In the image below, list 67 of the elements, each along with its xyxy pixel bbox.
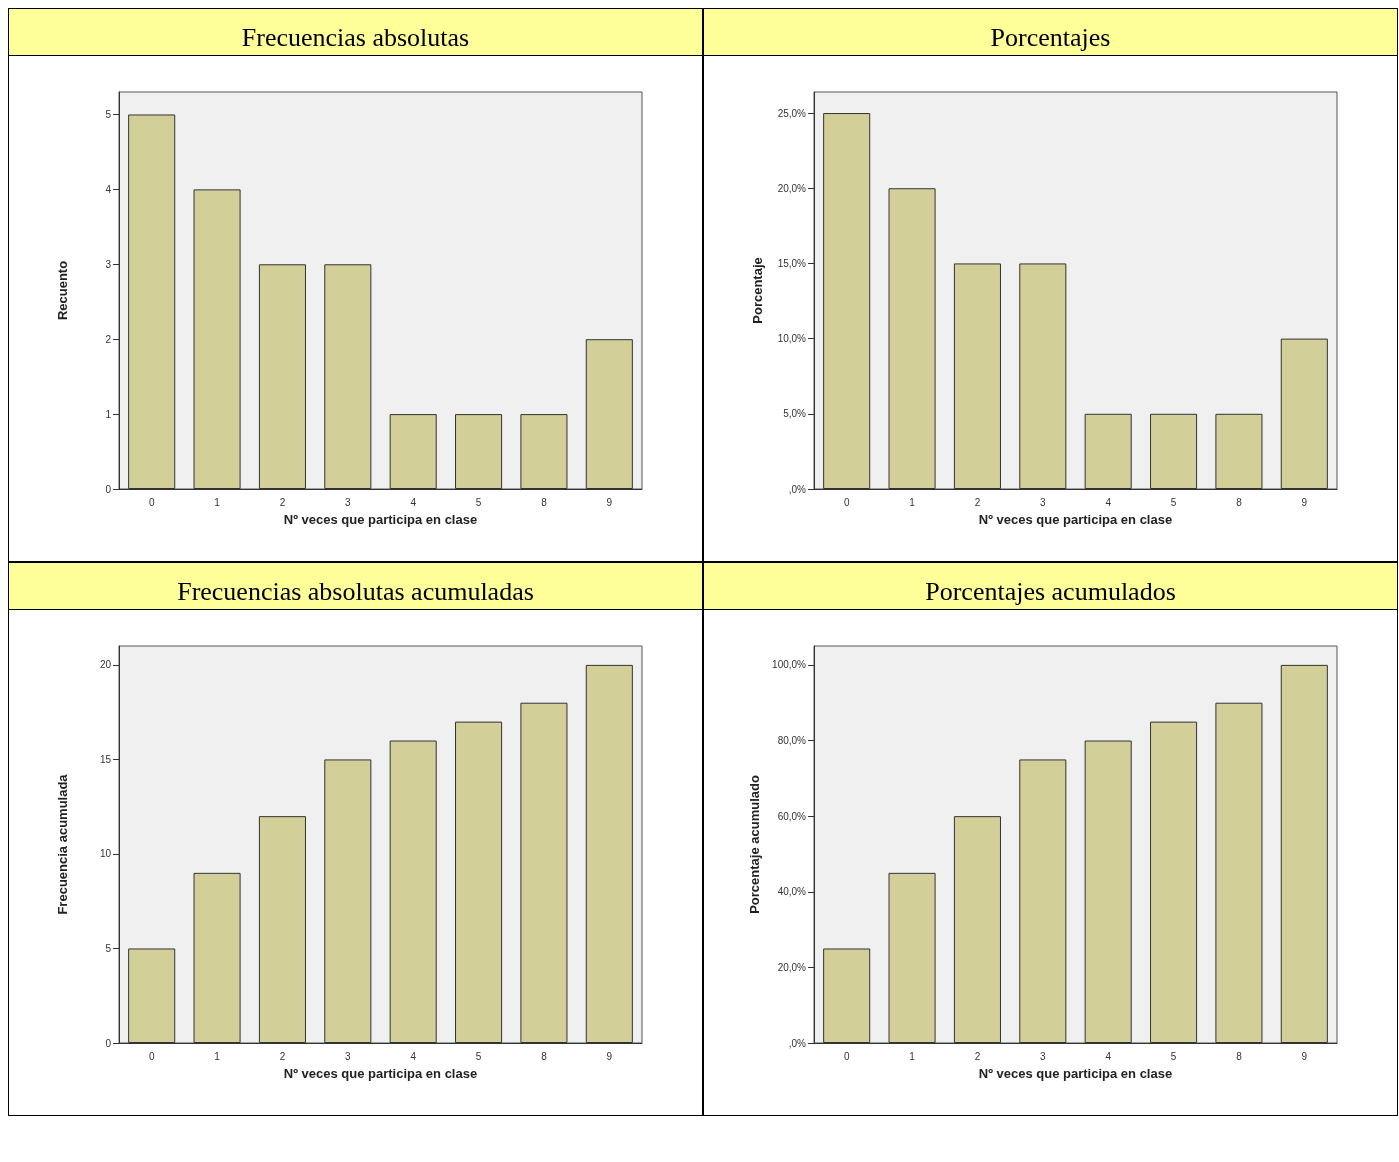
x-tick-label: 8 (541, 1050, 548, 1062)
x-tick-label: 4 (410, 496, 417, 508)
x-tick-label: 5 (475, 1050, 482, 1062)
y-tick-label: 100,0% (772, 659, 807, 671)
y-tick-label: 5 (105, 942, 112, 954)
y-tick-label: ,0% (788, 1037, 807, 1049)
x-tick-label: 9 (606, 496, 613, 508)
x-tick-label: 0 (148, 496, 155, 508)
y-tick-label: 40,0% (777, 886, 807, 898)
x-tick-label: 4 (1105, 496, 1112, 508)
y-tick-label: 10 (99, 848, 112, 860)
x-tick-label: 9 (606, 1050, 613, 1062)
y-tick-label: 3 (105, 258, 112, 270)
x-tick-label: 1 (909, 1050, 916, 1062)
x-tick-label: 2 (974, 496, 981, 508)
y-tick-label: 4 (105, 183, 112, 195)
x-axis-title: Nº veces que participa en clase (283, 1066, 478, 1081)
x-tick-label: 4 (1105, 1050, 1112, 1062)
y-tick-label: 1 (105, 408, 112, 420)
x-tick-label: 0 (843, 1050, 850, 1062)
x-tick-label: 2 (974, 1050, 981, 1062)
y-tick-label: 15 (99, 753, 112, 765)
x-tick-label: 2 (279, 1050, 286, 1062)
y-tick-label: 5,0% (783, 408, 807, 420)
x-tick-label: 8 (1236, 1050, 1243, 1062)
chart-title: Frecuencias absolutas (9, 9, 702, 56)
y-tick-label: 20 (99, 659, 112, 671)
x-tick-label: 3 (345, 1050, 352, 1062)
y-tick-label: 0 (105, 483, 112, 495)
x-axis-title: Nº veces que participa en clase (283, 512, 478, 527)
x-tick-label: 5 (475, 496, 482, 508)
x-tick-label: 3 (1040, 1050, 1047, 1062)
x-tick-label: 9 (1301, 1050, 1308, 1062)
y-tick-label: 20,0% (777, 182, 807, 194)
y-tick-label: 2 (105, 333, 112, 345)
y-tick-label: 0 (105, 1037, 112, 1049)
x-tick-label: 2 (279, 496, 286, 508)
x-tick-label: 9 (1301, 496, 1308, 508)
y-axis-title: Recuento (55, 260, 70, 321)
x-tick-label: 3 (345, 496, 352, 508)
chart-title: Frecuencias absolutas acumuladas (9, 563, 702, 610)
y-axis-title: Frecuencia acumulada (55, 773, 70, 915)
chart-title: Porcentajes (704, 9, 1397, 56)
x-tick-label: 1 (214, 496, 221, 508)
y-tick-label: 25,0% (777, 107, 807, 119)
y-tick-label: 60,0% (777, 810, 807, 822)
chart-title: Porcentajes acumulados (704, 563, 1397, 610)
y-tick-label: 80,0% (777, 735, 807, 747)
x-tick-label: 5 (1170, 1050, 1177, 1062)
x-tick-label: 1 (909, 496, 916, 508)
y-tick-label: 5 (105, 108, 112, 120)
y-axis-title: Porcentaje acumulado (747, 775, 763, 914)
x-axis-title: Nº veces que participa en clase (978, 1066, 1173, 1081)
y-axis-title: Porcentaje (750, 257, 765, 324)
y-tick-label: 20,0% (777, 961, 807, 973)
y-tick-label: ,0% (788, 483, 807, 495)
x-tick-label: 0 (148, 1050, 155, 1062)
x-tick-label: 1 (214, 1050, 221, 1062)
x-tick-label: 8 (541, 496, 548, 508)
x-tick-label: 5 (1170, 496, 1177, 508)
y-tick-label: 15,0% (777, 257, 807, 269)
y-tick-label: 10,0% (777, 333, 807, 345)
x-tick-label: 0 (843, 496, 850, 508)
x-tick-label: 8 (1236, 496, 1243, 508)
x-tick-label: 4 (410, 1050, 417, 1062)
x-axis-title: Nº veces que participa en clase (978, 512, 1173, 527)
x-tick-label: 3 (1040, 496, 1047, 508)
